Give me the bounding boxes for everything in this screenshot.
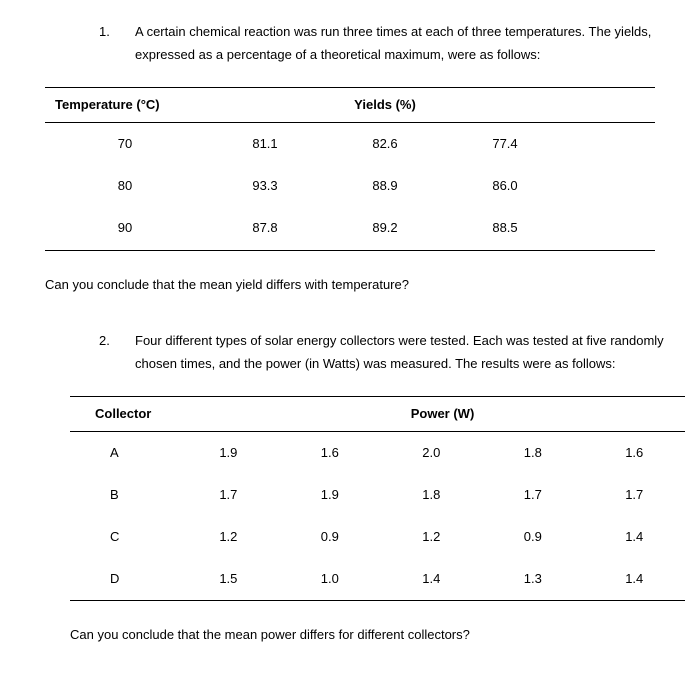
row-label: D	[70, 558, 178, 600]
cell: 81.1	[205, 123, 325, 165]
table-row: 70 81.1 82.6 77.4	[45, 123, 655, 165]
table-2-value-header: Power (W)	[390, 397, 495, 431]
table-row: 90 87.8 89.2 88.5	[45, 207, 655, 249]
table-row: 80 93.3 88.9 86.0	[45, 165, 655, 207]
cell: 1.4	[584, 516, 685, 558]
question-2: 2.Four different types of solar energy c…	[15, 329, 685, 645]
cell: 0.9	[482, 516, 583, 558]
cell: 77.4	[445, 123, 565, 165]
cell: 0.9	[279, 516, 380, 558]
table-row: B 1.7 1.9 1.8 1.7 1.7	[70, 474, 685, 516]
cell: 2.0	[381, 432, 482, 474]
table-2-header: Collector Power (W)	[70, 396, 685, 432]
table-1-header: Temperature (°C) Yields (%)	[45, 87, 655, 123]
table-2-col1-header: Collector	[70, 397, 180, 431]
cell: 1.7	[482, 474, 583, 516]
cell: 88.5	[445, 207, 565, 249]
question-1-number: 1.	[117, 20, 135, 43]
row-label: 90	[45, 207, 205, 249]
question-2-prompt: 2.Four different types of solar energy c…	[15, 329, 685, 376]
table-1-value-header: Yields (%)	[325, 88, 445, 122]
cell: 82.6	[325, 123, 445, 165]
cell: 1.8	[482, 432, 583, 474]
table-1-col1-header: Temperature (°C)	[45, 88, 205, 122]
cell: 1.9	[178, 432, 279, 474]
cell: 1.2	[381, 516, 482, 558]
cell: 1.0	[279, 558, 380, 600]
table-2: Collector Power (W) A 1.9 1.6 2.0 1.8 1.…	[70, 396, 685, 602]
table-1-body: 70 81.1 82.6 77.4 80 93.3 88.9 86.0 90 8…	[45, 123, 655, 251]
cell: 1.7	[584, 474, 685, 516]
cell: 1.8	[381, 474, 482, 516]
cell: 93.3	[205, 165, 325, 207]
question-2-number: 2.	[117, 329, 135, 352]
cell: 1.4	[584, 558, 685, 600]
row-label: A	[70, 432, 178, 474]
table-row: C 1.2 0.9 1.2 0.9 1.4	[70, 516, 685, 558]
row-label: 80	[45, 165, 205, 207]
cell: 89.2	[325, 207, 445, 249]
row-label: 70	[45, 123, 205, 165]
cell: 88.9	[325, 165, 445, 207]
table-row: A 1.9 1.6 2.0 1.8 1.6	[70, 432, 685, 474]
cell: 87.8	[205, 207, 325, 249]
cell: 1.7	[178, 474, 279, 516]
question-1: 1.A certain chemical reaction was run th…	[15, 20, 685, 294]
row-label: B	[70, 474, 178, 516]
question-2-text: Four different types of solar energy col…	[135, 333, 664, 371]
cell: 1.6	[584, 432, 685, 474]
cell: 1.3	[482, 558, 583, 600]
cell: 1.5	[178, 558, 279, 600]
question-1-text: A certain chemical reaction was run thre…	[135, 24, 651, 62]
row-label: C	[70, 516, 178, 558]
cell: 1.4	[381, 558, 482, 600]
cell: 1.9	[279, 474, 380, 516]
table-1: Temperature (°C) Yields (%) 70 81.1 82.6…	[45, 87, 655, 251]
cell: 86.0	[445, 165, 565, 207]
question-2-followup: Can you conclude that the mean power dif…	[70, 626, 655, 644]
question-1-prompt: 1.A certain chemical reaction was run th…	[15, 20, 685, 67]
cell: 1.6	[279, 432, 380, 474]
table-row: D 1.5 1.0 1.4 1.3 1.4	[70, 558, 685, 600]
table-2-body: A 1.9 1.6 2.0 1.8 1.6 B 1.7 1.9 1.8 1.7 …	[70, 432, 685, 602]
cell: 1.2	[178, 516, 279, 558]
question-1-followup: Can you conclude that the mean yield dif…	[45, 276, 655, 294]
